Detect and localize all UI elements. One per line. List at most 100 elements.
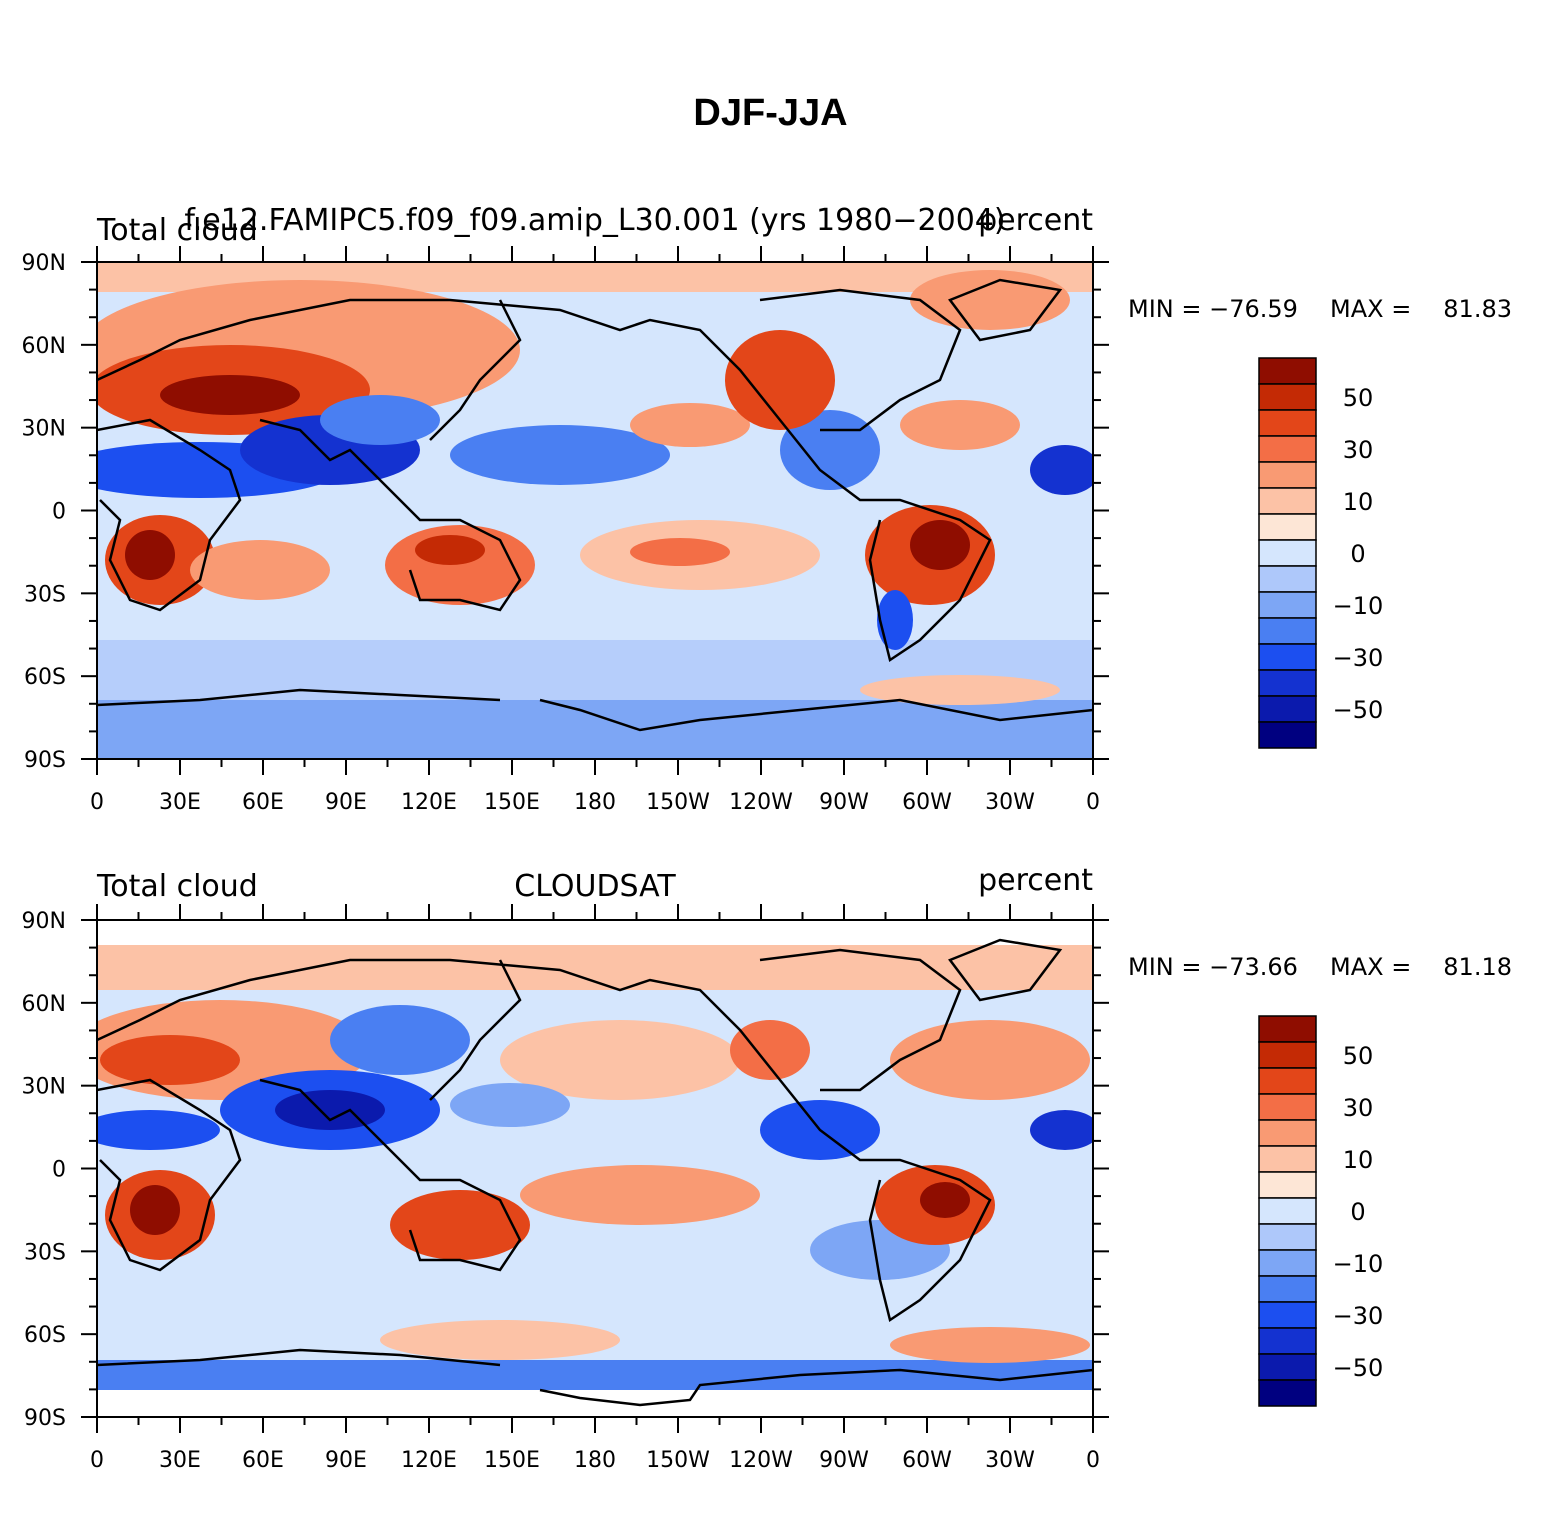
x-tick-label: 90W [819,1448,869,1473]
colorbar-swatch [1258,1041,1317,1069]
colorbar-swatch [1258,435,1317,463]
coastlines [97,278,1093,732]
x-tick-label: 150W [646,1448,710,1473]
colorbar-label: −30 [1333,1302,1384,1330]
colorbar-swatch [1258,539,1317,567]
colorbar-label: −30 [1333,644,1384,672]
field-blob [130,1185,180,1235]
field-blob [450,1083,570,1127]
colorbar-label: 0 [1350,540,1365,568]
x-tick-label: 0 [90,1448,104,1473]
y-tick-label: 90N [22,909,66,934]
min-label: MIN = −73.66 [1128,953,1298,981]
x-tick-label: 60W [902,790,952,815]
field-blob [910,270,1070,330]
colorbar-swatch [1258,357,1317,385]
colorbar-label: 30 [1343,1094,1374,1122]
x-tick-label: 60E [242,1448,284,1473]
field-blob [860,675,1060,705]
colorbar-swatch [1258,1249,1317,1277]
field-blob [1030,445,1093,495]
x-tick-label: 150W [646,790,710,815]
colorbar-label: −50 [1333,696,1384,724]
colorbar-swatch [1258,409,1317,437]
y-tick-label: 90S [24,1406,66,1431]
x-tick-label: 30W [985,1448,1035,1473]
colorbar-swatch [1258,1275,1317,1303]
colorbar-swatch [1258,1015,1317,1043]
colorbar-swatch [1258,721,1317,749]
colorbar-swatch [1258,1093,1317,1121]
figure-title: DJF-JJA [693,92,848,134]
y-tick-label: 60N [22,334,66,359]
field-blob [275,1090,385,1130]
field-blob [450,425,670,485]
center-label: f.e12.FAMIPC5.f09_f09.amip_L30.001 (yrs … [184,203,1005,238]
x-tick-label: 120W [729,1448,793,1473]
field-blob [160,375,300,415]
colorbar-label: 0 [1350,1198,1365,1226]
x-tick-label: 30W [985,790,1035,815]
field-blob [630,403,750,447]
max-value: 81.83 [1443,295,1512,323]
colorbar-label: 10 [1343,1146,1374,1174]
field-blob [890,1327,1090,1363]
colorbar-swatch [1258,487,1317,515]
field-blob [125,530,175,580]
colorbar-cloudsat: 50 30 10 0 −10 −30 −50 [1258,1015,1384,1407]
field-blob [920,1182,970,1218]
field-blob [97,700,1093,759]
field-blob [500,1020,740,1100]
field-blob [390,1190,530,1260]
field-blob [190,540,330,600]
colorbar-label: 10 [1343,488,1374,516]
axes-model: 0 30E 60E 90E 120E 150E 180 150W 120W 90W 60W 30W 09… [22,246,1109,815]
colorbar-label: 50 [1343,1042,1374,1070]
colorbar-label: 50 [1343,384,1374,412]
center-label: CLOUDSAT [514,869,676,904]
x-tick-label: 90E [325,790,367,815]
x-tick-label: 60E [242,790,284,815]
y-tick-label: 30N [22,417,66,442]
field-blob [910,520,970,570]
field-blob [877,590,913,650]
y-tick-label: 60S [24,1323,66,1348]
y-tick-label: 60S [24,665,66,690]
x-tick-label: 30E [159,790,201,815]
x-tick-label: 120W [729,790,793,815]
map-field-cloudsat [97,920,1093,1417]
axes-cloudsat: 0 30E 60E 90E 120E 150E 180 150W 120W 90W 60W 30W 09… [22,904,1109,1473]
colorbar-swatch [1258,1353,1317,1381]
x-tick-label: 0 [1086,790,1100,815]
colorbar-swatch [1258,513,1317,541]
field-blob [97,1360,1093,1390]
x-tick-label: 180 [574,790,616,815]
max-label: MAX = [1330,953,1411,981]
x-tick-label: 120E [401,790,457,815]
min-label: MIN = −76.59 [1128,295,1298,323]
y-tick-label: 60N [22,992,66,1017]
coastlines [97,938,1093,1407]
field-blob [520,1165,760,1225]
colorbar-swatch [1258,591,1317,619]
map-field-model [97,262,1093,759]
x-tick-label: 0 [1086,1448,1100,1473]
x-tick-label: 150E [484,1448,540,1473]
colorbar-swatch [1258,1197,1317,1225]
colorbar-label: −50 [1333,1354,1384,1382]
y-tick-label: 30S [24,582,66,607]
right-label: percent [978,203,1093,238]
y-tick-label: 30S [24,1240,66,1265]
x-tick-label: 0 [90,790,104,815]
colorbar-swatch [1258,1171,1317,1199]
y-tick-label: 30N [22,1075,66,1100]
y-tick-label: 90S [24,748,66,773]
colorbar-label: 30 [1343,436,1374,464]
colorbar-model: 50 30 10 0 −10 −30 −50 [1258,357,1384,749]
right-label: percent [978,863,1093,898]
colorbar-swatch [1258,565,1317,593]
field-blob [415,535,485,565]
y-tick-label: 90N [22,251,66,276]
colorbar-swatch [1258,617,1317,645]
